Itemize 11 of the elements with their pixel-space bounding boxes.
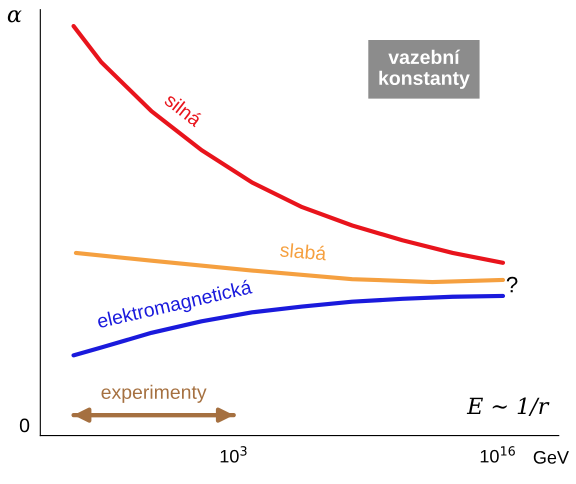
text: 0 <box>20 418 30 432</box>
x-tick-label: 10$^{3}$ <box>220 446 247 463</box>
text: silná <box>164 92 204 128</box>
annotation: vazební konstanty <box>379 50 470 89</box>
annotation: E ~ 1/r <box>466 397 550 416</box>
x-axis-title: GeV <box>534 450 569 464</box>
series-label: slabá <box>280 242 327 261</box>
series-label: experimenty <box>102 384 207 403</box>
y-axis-title: α <box>8 10 22 22</box>
x-tick-label: 10$^{16}$ <box>480 446 515 463</box>
annotation: ? <box>506 276 518 292</box>
